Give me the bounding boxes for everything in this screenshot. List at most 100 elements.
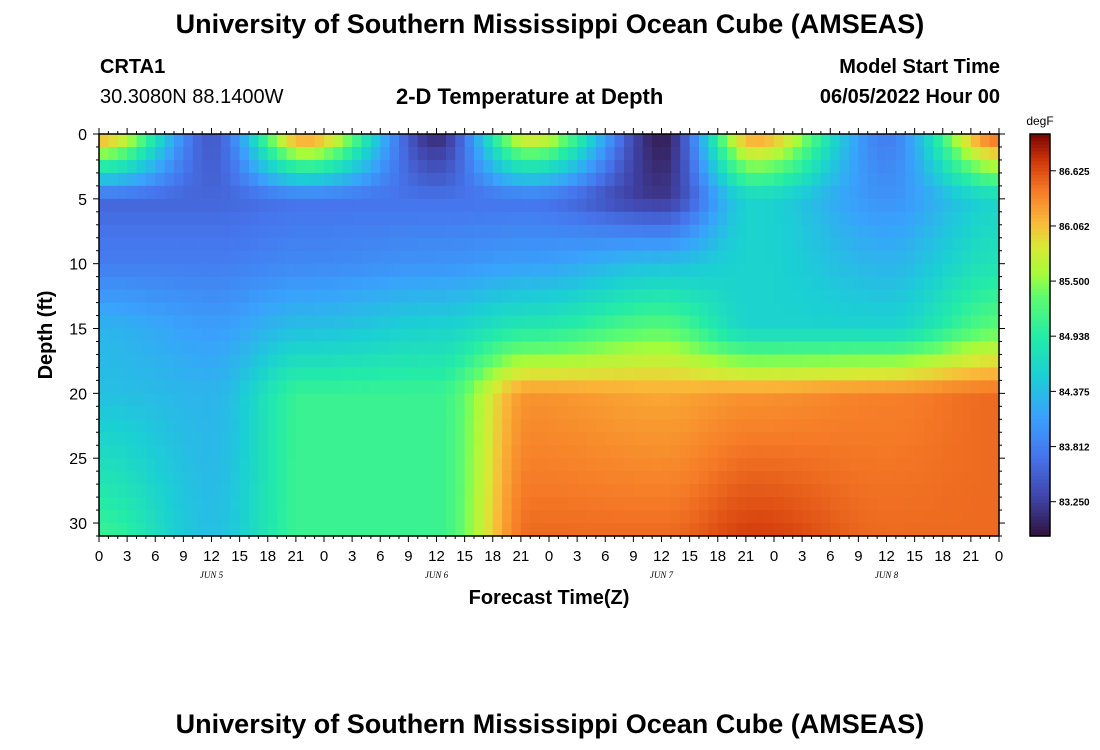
heatmap-cell [567, 185, 578, 200]
heatmap-cell [286, 432, 297, 446]
heatmap-cell [783, 484, 794, 498]
heatmap-cell [333, 354, 344, 369]
heatmap-cell [989, 237, 1000, 252]
heatmap-cell [549, 510, 559, 524]
heatmap-cell [183, 497, 194, 511]
heatmap-cell [530, 263, 541, 278]
heatmap-cell [858, 172, 869, 187]
heatmap-cell [202, 471, 213, 485]
heatmap-cell [117, 419, 128, 433]
colorbar-segment [1030, 217, 1050, 222]
heatmap-cell [324, 159, 334, 174]
heatmap-cell [661, 172, 672, 187]
heatmap-cell [520, 315, 531, 330]
heatmap-cell [333, 341, 344, 356]
heatmap-cell [445, 354, 456, 369]
heatmap-cell [230, 497, 241, 511]
heatmap-cell [211, 341, 222, 356]
heatmap-cell [277, 484, 288, 498]
heatmap-cell [417, 134, 428, 148]
heatmap-cell [661, 510, 672, 524]
heatmap-cell [792, 211, 803, 226]
heatmap-cell [202, 302, 213, 317]
heatmap-cell [774, 497, 784, 511]
heatmap-cell [399, 198, 409, 213]
heatmap-cell [539, 484, 550, 498]
heatmap-cell [220, 289, 231, 304]
heatmap-cell [895, 302, 906, 317]
heatmap-cell [436, 315, 447, 330]
heatmap-cell [520, 432, 531, 446]
heatmap-cell [605, 380, 616, 394]
heatmap-cell [464, 406, 475, 420]
heatmap-cell [652, 432, 663, 446]
heatmap-cell [933, 367, 944, 381]
heatmap-cell [117, 211, 128, 226]
heatmap-cell [595, 497, 606, 511]
heatmap-cell [258, 315, 269, 330]
heatmap-cell [408, 458, 419, 472]
heatmap-cell [108, 497, 119, 511]
heatmap-cell [324, 406, 334, 420]
heatmap-cell [445, 471, 456, 485]
heatmap-cell [483, 302, 494, 317]
heatmap-cell [689, 159, 700, 174]
heatmap-cell [380, 380, 391, 394]
heatmap-cell [155, 510, 166, 524]
heatmap-cell [361, 198, 372, 213]
heatmap-cell [858, 289, 869, 304]
heatmap-cell [202, 341, 213, 356]
heatmap-cell [361, 263, 372, 278]
heatmap-cell [830, 263, 841, 278]
heatmap-cell [867, 159, 878, 174]
heatmap-cell [895, 406, 906, 420]
heatmap-cell [230, 380, 241, 394]
heatmap-cell [558, 237, 569, 252]
heatmap-cell [295, 276, 306, 291]
heatmap-cell [211, 497, 222, 511]
heatmap-cell [474, 276, 484, 291]
heatmap-cell [408, 185, 419, 200]
heatmap-cell [417, 315, 428, 330]
heatmap-cell [370, 510, 381, 524]
heatmap-cell [230, 523, 241, 537]
heatmap-cell [774, 289, 784, 304]
heatmap-cell [867, 237, 878, 252]
heatmap-cell [483, 315, 494, 330]
heatmap-cell [567, 341, 578, 356]
heatmap-cell [727, 432, 738, 446]
heatmap-cell [483, 419, 494, 433]
plot-title: 2-D Temperature at Depth [396, 84, 664, 109]
heatmap-cell [633, 302, 644, 317]
heatmap-cell [436, 134, 447, 148]
heatmap-cell [567, 432, 578, 446]
heatmap-cell [774, 146, 784, 161]
heatmap-cell [727, 172, 738, 187]
heatmap-cell [792, 328, 803, 343]
heatmap-cell [717, 432, 728, 446]
heatmap-cell [830, 510, 841, 524]
heatmap-cell [455, 341, 466, 356]
heatmap-cell [99, 237, 109, 252]
heatmap-cell [727, 354, 738, 369]
heatmap-cell [624, 263, 634, 278]
heatmap-cell [408, 159, 419, 174]
heatmap-cell [455, 237, 466, 252]
heatmap-cell [792, 367, 803, 381]
heatmap-cell [661, 497, 672, 511]
heatmap-cell [464, 419, 475, 433]
heatmap-cell [605, 198, 616, 213]
heatmap-cell [455, 445, 466, 459]
heatmap-cell [614, 458, 625, 472]
heatmap-cell [333, 432, 344, 446]
heatmap-cell [933, 289, 944, 304]
heatmap-cell [352, 211, 363, 226]
heatmap-cell [511, 341, 522, 356]
colorbar-segment [1030, 475, 1050, 480]
heatmap-cell [924, 393, 934, 407]
heatmap-cell [689, 289, 700, 304]
heatmap-cell [361, 328, 372, 343]
heatmap-cell [633, 367, 644, 381]
heatmap-cell [277, 289, 288, 304]
heatmap-cell [295, 315, 306, 330]
